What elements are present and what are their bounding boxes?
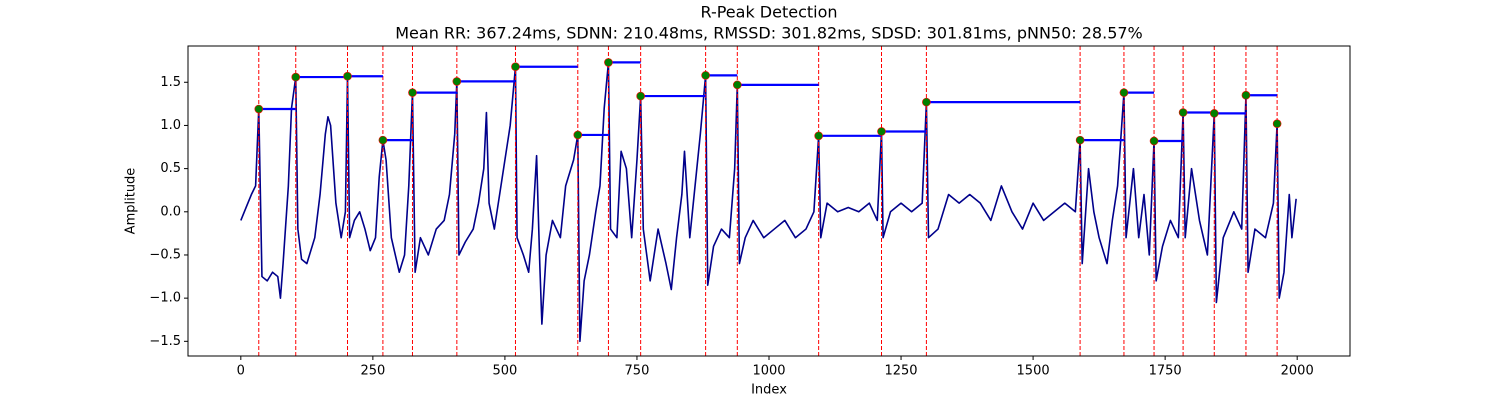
peak-marker	[254, 104, 264, 114]
y-tick-label: 0.5	[160, 161, 181, 176]
x-tick-label: 500	[492, 364, 517, 379]
peak-marker	[1241, 90, 1251, 100]
peak-marker	[701, 71, 710, 80]
peak-marker	[343, 71, 352, 81]
x-tick-label: 1250	[884, 364, 917, 379]
signal-line	[240, 61, 1297, 343]
x-tick-label: 1750	[1149, 364, 1182, 379]
chart-title: R-Peak Detection	[700, 3, 837, 22]
x-axis-label: Index	[751, 383, 787, 398]
x-tick-label: 1500	[1017, 364, 1050, 379]
x-tick-label: 2000	[1281, 364, 1314, 379]
y-tick-label: 1.5	[160, 75, 181, 90]
peak-marker	[452, 77, 462, 86]
peak-marker	[922, 97, 931, 107]
x-tick-label: 250	[360, 364, 385, 379]
y-tick-label: 0.0	[160, 204, 181, 219]
y-tick-label: 1.0	[160, 118, 181, 133]
peak-marker	[378, 135, 388, 145]
y-tick-label: −1.5	[149, 334, 181, 349]
peak-marker	[511, 62, 520, 72]
x-tick-label: 750	[625, 364, 650, 379]
peak-marker	[1119, 88, 1129, 97]
y-tick-label: −1.0	[149, 291, 181, 306]
x-tick-label: 1000	[752, 364, 785, 379]
y-axis-label: Amplitude	[124, 168, 139, 235]
peak-marker	[1149, 136, 1159, 146]
peak-marker	[1178, 108, 1188, 117]
peak-marker	[1272, 119, 1282, 129]
peak-marker	[408, 88, 417, 97]
peak-marker	[814, 131, 823, 141]
peak-marker	[877, 127, 886, 136]
peak-marker	[1209, 109, 1219, 118]
peak-marker	[636, 91, 645, 101]
peak-marker	[573, 130, 583, 140]
plot-frame	[187, 45, 1351, 357]
peak-marker	[291, 72, 301, 82]
peak-marker	[604, 58, 613, 67]
chart-subtitle: Mean RR: 367.24ms, SDNN: 210.48ms, RMSSD…	[395, 24, 1143, 43]
y-tick-label: −0.5	[149, 247, 181, 262]
x-tick-label: 0	[237, 364, 245, 379]
peak-marker	[733, 80, 742, 90]
peak-marker	[1075, 135, 1085, 145]
